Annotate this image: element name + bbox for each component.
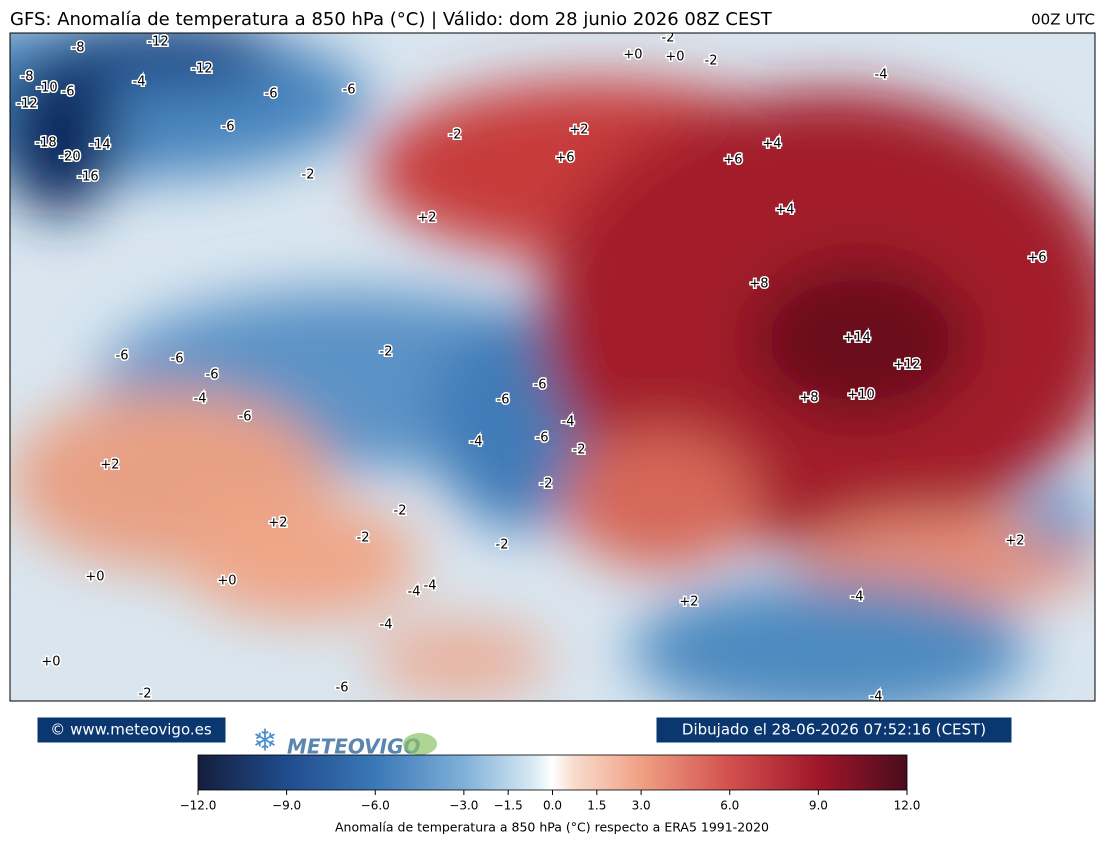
contour-label: -4: [562, 415, 575, 430]
colorbar-tick-label: 12.0: [894, 799, 921, 813]
credit: © www.meteovigo.es: [50, 721, 212, 739]
contour-label: -6: [206, 368, 219, 383]
colorbar-tick-label: −12.0: [180, 799, 217, 813]
colorbar-tick-label: 9.0: [809, 799, 828, 813]
contour-label: +6: [723, 153, 742, 168]
colorbar-tick-label: 1.5: [587, 799, 606, 813]
colorbar-tick-label: 3.0: [632, 799, 651, 813]
contour-label: +2: [569, 123, 588, 138]
contour-label: +12: [893, 358, 920, 373]
contour-label: -6: [534, 378, 547, 393]
contour-label: -6: [62, 85, 75, 100]
contour-label: -4: [851, 590, 864, 605]
contour-label: +0: [623, 48, 642, 63]
contour-label: +8: [799, 391, 818, 406]
contour-label: -14: [89, 138, 110, 153]
contour-label: -6: [336, 681, 349, 696]
contour-label: -2: [662, 31, 675, 46]
logo-icon: ❄: [252, 724, 277, 759]
title: GFS: Anomalía de temperatura a 850 hPa (…: [10, 9, 773, 30]
contour-label: -2: [394, 504, 407, 519]
contour-label: -16: [77, 170, 98, 185]
contour-label: -4: [380, 618, 393, 633]
contour-label: -6: [222, 120, 235, 135]
drawn-box: [655, 716, 1013, 744]
contour-label: +4: [775, 203, 794, 218]
contour-label: -12: [16, 97, 37, 112]
contour-label: +0: [41, 655, 60, 670]
contour-label: -20: [59, 150, 80, 165]
logo: METEOVIGO: [287, 735, 421, 759]
run-label: 00Z UTC: [1031, 11, 1095, 29]
map-frame: [9, 32, 1096, 702]
contour-label: -6: [171, 352, 184, 367]
colorbar-tick-label: 6.0: [720, 799, 739, 813]
contour-label: -18: [35, 136, 56, 151]
contour-label: -6: [265, 87, 278, 102]
colorbar-tick-label: −1.5: [494, 799, 523, 813]
contour-label: +14: [843, 331, 870, 346]
contour-label: -2: [496, 538, 509, 553]
contour-label: -2: [139, 687, 152, 702]
contour-label: +0: [217, 574, 236, 589]
contour-label: +10: [847, 388, 874, 403]
contour-label: -10: [36, 81, 57, 96]
map: -8 -12-12-8-10 -6-4-6 -6-12-18-20-14-16-6-2…: [10, 31, 1095, 705]
contour-label: +6: [555, 151, 574, 166]
contour-label: -4: [408, 585, 421, 600]
colorbar: [197, 754, 908, 791]
contour-label: -6: [536, 431, 549, 446]
contour-label: -4: [133, 75, 146, 90]
contour-label: -2: [705, 54, 718, 69]
colorbar-tick-label: −9.0: [272, 799, 301, 813]
contour-label: +2: [417, 211, 436, 226]
drawn-date: Dibujado el 28-06-2026 07:52:16 (CEST): [682, 721, 986, 739]
contour-label: -6: [343, 83, 356, 98]
contour-label: -2: [573, 443, 586, 458]
contour-label: -12: [147, 35, 168, 50]
contour-label: +2: [679, 595, 698, 610]
contour-label: +6: [1027, 251, 1046, 266]
logo-leaf: [403, 733, 437, 755]
contour-label: -4: [424, 579, 437, 594]
contour-label: +8: [749, 277, 768, 292]
contour-label: +2: [100, 458, 119, 473]
contour-label: -2: [357, 531, 370, 546]
contour-label: -8: [21, 70, 34, 85]
contour-label: -8: [72, 41, 85, 56]
contour-label: -2: [540, 477, 553, 492]
contour-label: +0: [85, 570, 104, 585]
contour-label: +2: [268, 516, 287, 531]
contour-label: -6: [116, 349, 129, 364]
contour-label: +2: [1005, 534, 1024, 549]
contour-label: -2: [302, 168, 315, 183]
contour-label: -4: [875, 68, 888, 83]
contour-label: -2: [449, 128, 462, 143]
colorbar-tick-label: 0.0: [543, 799, 562, 813]
contour-label: -6: [497, 393, 510, 408]
contour-label: +4: [762, 137, 781, 152]
contour-label: -12: [191, 62, 212, 77]
colorbar-label: Anomalía de temperatura a 850 hPa (°C) r…: [335, 820, 769, 835]
contour-label: -4: [194, 392, 207, 407]
colorbar-tick-label: −6.0: [361, 799, 390, 813]
contour-label: -4: [470, 435, 483, 450]
contour-label: -6: [239, 410, 252, 425]
colorbar-tick-label: −3.0: [449, 799, 478, 813]
contour-label: +0: [665, 50, 684, 65]
contour-label: -2: [380, 345, 393, 360]
contour-label: -4: [870, 690, 883, 705]
credit-box: [36, 716, 227, 744]
